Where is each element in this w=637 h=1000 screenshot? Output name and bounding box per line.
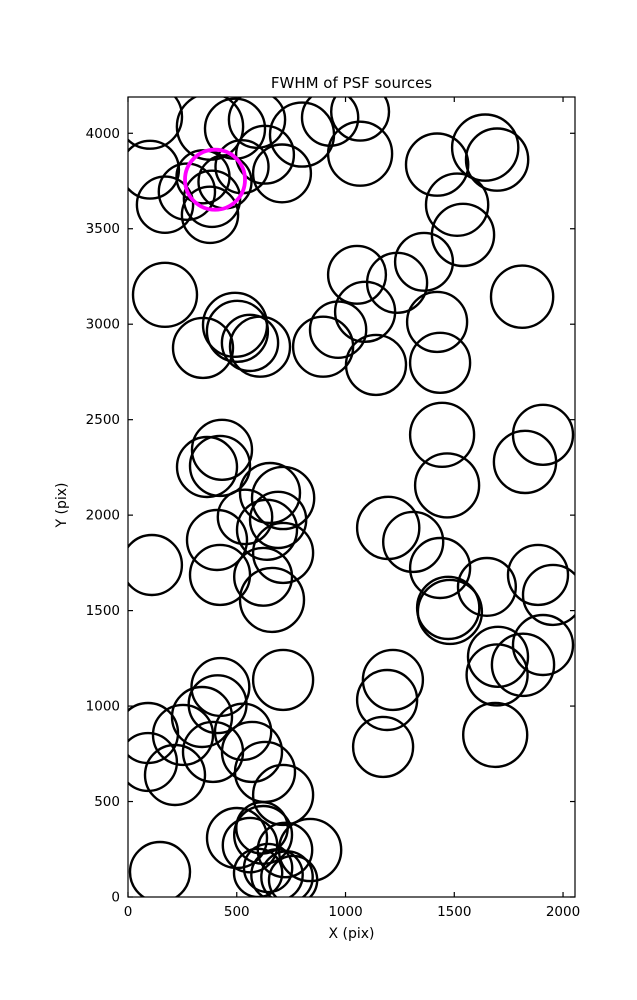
psf-circle	[170, 685, 234, 749]
psf-circle	[251, 521, 315, 585]
psf-circle	[232, 847, 284, 897]
psf-circle	[216, 488, 274, 546]
psf-circle	[405, 290, 469, 354]
psf-circle	[143, 743, 207, 807]
psf-circle	[251, 648, 315, 712]
psf-circle	[251, 763, 315, 827]
psf-circle	[128, 533, 184, 597]
psf-circle	[462, 701, 529, 769]
psf-circle	[185, 508, 249, 572]
psf-circle	[128, 97, 184, 150]
psf-circle	[227, 97, 287, 149]
psf-circle	[408, 536, 472, 600]
psf-circle	[135, 175, 195, 234]
psf-circle	[151, 703, 215, 767]
psf-circle	[424, 172, 490, 237]
psf-circle	[489, 264, 555, 330]
psf-circle	[404, 132, 470, 197]
psf-circle	[220, 313, 280, 373]
psf-circle	[521, 563, 575, 627]
y-tick-label: 1500	[86, 603, 120, 619]
psf-circle	[188, 434, 252, 498]
chart-title: FWHM of PSF sources	[270, 74, 433, 92]
psf-circle	[228, 315, 292, 378]
psf-circle	[175, 435, 239, 499]
psf-circle	[180, 185, 240, 245]
psf-circle	[416, 578, 484, 646]
psf-circle	[251, 143, 313, 204]
psf-circle	[131, 261, 199, 328]
psf-circle	[490, 632, 556, 698]
psf-circle	[235, 498, 299, 561]
psf-circle	[382, 510, 445, 574]
psf-circle	[188, 543, 252, 607]
x-tick-label: 500	[224, 904, 250, 920]
psf-circle	[326, 244, 388, 305]
psf-circle	[205, 299, 270, 363]
psf-circle	[355, 668, 419, 732]
psf-circle	[242, 842, 294, 894]
psf-circle	[506, 543, 570, 607]
psf-circle	[344, 333, 408, 397]
x-axis-label: X (pix)	[328, 926, 375, 942]
psf-circle	[308, 300, 368, 360]
psf-circle	[128, 840, 192, 897]
psf-circle	[465, 643, 529, 707]
x-tick-label: 2000	[546, 904, 580, 920]
psf-circle	[393, 231, 455, 292]
psf-circle	[291, 315, 355, 378]
psf-circle	[220, 720, 284, 784]
psf-circle	[250, 465, 316, 531]
psf-circle	[238, 461, 302, 525]
y-tick-label: 1000	[86, 699, 120, 715]
data-points-layer	[128, 97, 575, 897]
y-tick-label: 2500	[86, 412, 120, 428]
x-tick-label: 1000	[328, 904, 362, 920]
psf-circle	[492, 429, 558, 495]
psf-circle	[408, 331, 472, 394]
psf-circle	[128, 139, 181, 200]
psf-circle	[351, 715, 415, 779]
psf-circle	[250, 848, 304, 897]
x-tick-label: 0	[124, 904, 133, 920]
psf-circle	[456, 556, 517, 617]
y-tick-label: 4000	[86, 126, 120, 142]
psf-circle	[408, 401, 476, 468]
psf-circle	[233, 804, 294, 865]
psf-circle	[355, 495, 421, 561]
y-tick-label: 2000	[86, 508, 120, 524]
psf-circle	[128, 731, 179, 793]
psf-circle	[511, 613, 575, 677]
psf-circle	[238, 566, 306, 634]
y-axis-label: Y (pix)	[54, 482, 70, 528]
psf-circle	[330, 97, 391, 142]
psf-circle	[511, 403, 575, 466]
psf-circle	[361, 648, 425, 712]
y-tick-label: 3500	[86, 221, 120, 237]
psf-circle	[233, 546, 294, 607]
psf-circle	[466, 625, 530, 688]
psf-circle	[326, 120, 394, 187]
y-tick-label: 500	[94, 794, 120, 810]
psf-circle	[413, 452, 481, 519]
psf-circle	[450, 113, 520, 182]
psf-circle	[213, 702, 273, 762]
psf-circle	[260, 850, 314, 897]
psf-circle	[267, 854, 319, 897]
psf-circle	[248, 490, 308, 550]
psf-circle	[464, 127, 530, 192]
x-tick-label: 1500	[437, 904, 471, 920]
psf-circle	[234, 124, 296, 185]
psf-circle	[157, 162, 217, 221]
axes-frame	[127, 96, 576, 898]
y-tick-label: 3000	[86, 317, 120, 333]
psf-circle	[190, 418, 254, 481]
highlighted-psf-circle	[183, 147, 247, 212]
y-tick-label: 0	[111, 890, 120, 906]
